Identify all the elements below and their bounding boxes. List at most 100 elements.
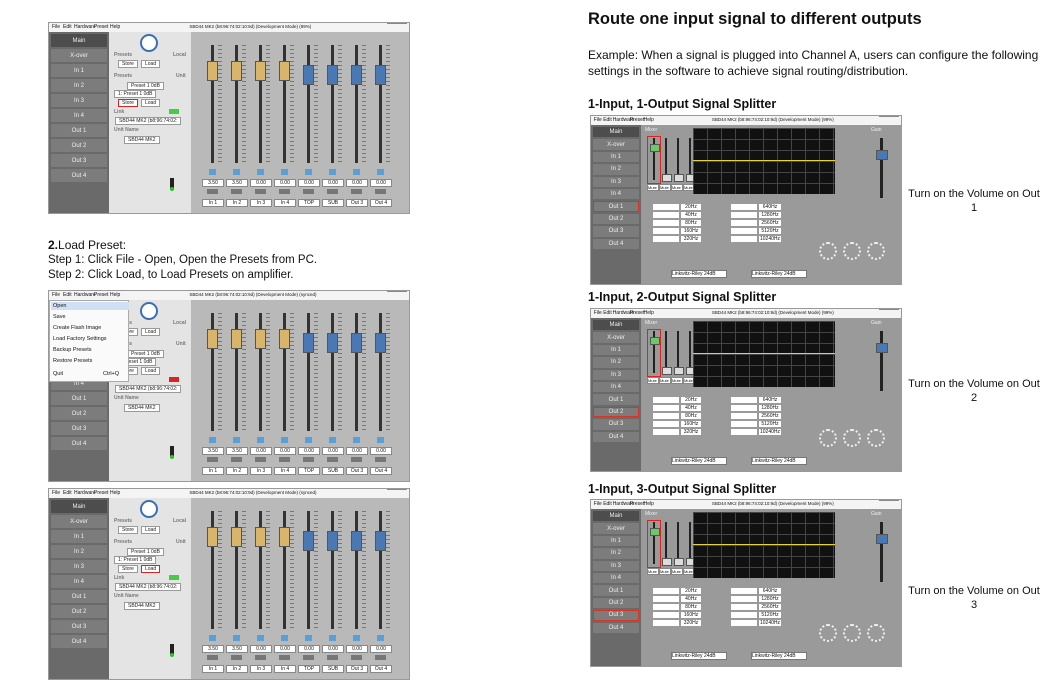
sidebar-label: In 4 <box>73 578 84 585</box>
sidebar-label: In 2 <box>73 82 84 89</box>
channel-label: Out 4 <box>370 467 392 475</box>
sidebar-item <box>51 560 107 573</box>
fader-knob <box>279 527 290 547</box>
eq-type <box>731 588 757 594</box>
eq-freq: 2560Hz <box>759 413 781 419</box>
link-button <box>305 635 312 641</box>
channel-label: TOP <box>298 199 320 207</box>
gain-box: 0.00 <box>250 447 272 455</box>
sidebar-item <box>593 164 639 175</box>
fader-scale <box>290 511 294 629</box>
fader-knob <box>279 61 290 81</box>
preset-button: Load <box>141 565 161 573</box>
sidebar-item <box>51 154 107 167</box>
preset-label: Unit Name <box>114 127 139 133</box>
eq-type <box>653 620 679 626</box>
sidebar-item <box>593 213 639 225</box>
mixer-fader <box>689 331 691 373</box>
sidebar-label: Out 3 <box>608 421 624 428</box>
gain-box: 3.50 <box>202 645 224 653</box>
sidebar-label: Out 2 <box>608 600 624 606</box>
eq-freq: 80Hz <box>681 604 701 610</box>
preset-label: Link <box>114 575 125 581</box>
eq-freq: 2560Hz <box>759 220 781 226</box>
eq-type <box>653 612 679 618</box>
fader-knob <box>255 61 266 81</box>
eq-freq: 80Hz <box>681 413 701 419</box>
preset-label: Unit <box>176 539 186 545</box>
app-screenshot: File Edit Hardware Preset Help SBD44 MK2 (b8:… <box>48 488 410 680</box>
subsection-heading: 1-Input, 1-Output Signal Splitter <box>588 97 777 111</box>
fader-knob <box>255 527 266 547</box>
mute-button <box>231 457 242 462</box>
sidebar-label: Main <box>609 129 623 136</box>
mute-button: Mute <box>647 377 659 384</box>
sidebar-label: In 1 <box>73 533 84 540</box>
mute-button: Mute <box>647 184 659 191</box>
sidebar-item <box>51 422 107 435</box>
link-button <box>329 169 336 175</box>
sidebar-item <box>51 49 107 62</box>
mute-button <box>327 655 338 660</box>
eq-freq: 320Hz <box>681 620 701 626</box>
link-button <box>281 437 288 443</box>
sidebar-label: X-over <box>607 334 625 341</box>
mixer-fader <box>689 522 691 564</box>
sidebar-item <box>593 406 639 418</box>
mute-button <box>303 457 314 462</box>
mute-button <box>255 655 266 660</box>
fader-scale <box>290 313 294 431</box>
preset-label: Presets <box>114 518 133 524</box>
preset-button: Load <box>141 99 161 107</box>
channel-label: In 3 <box>250 665 272 673</box>
link-button <box>281 169 288 175</box>
gain-box: 0.00 <box>298 179 320 187</box>
fader-track <box>283 45 286 163</box>
step-heading: 2.Load Preset: <box>48 238 126 252</box>
channel-label: In 1 <box>202 467 224 475</box>
mute-button <box>255 189 266 194</box>
mixer-knob <box>650 144 660 152</box>
fader-track <box>331 45 334 163</box>
sidebar-label: In 3 <box>610 178 621 185</box>
gain-box: 0.00 <box>322 645 344 653</box>
mute-button <box>375 189 386 194</box>
gain-box: 3.50 <box>226 645 248 653</box>
channel-label: In 3 <box>250 199 272 207</box>
menu-item: File <box>593 117 602 123</box>
fader-track <box>379 511 382 629</box>
mixer-knob <box>650 337 660 345</box>
level-led <box>170 187 174 191</box>
sidebar-label: Main <box>609 513 623 520</box>
fader-track <box>331 313 334 431</box>
channel-label: SUB <box>322 199 344 207</box>
window-controls <box>879 116 899 125</box>
gain-box: 0.00 <box>322 447 344 455</box>
step-text: Step 1: Click File - Open, Open the Pres… <box>48 254 318 266</box>
mute-button <box>303 655 314 660</box>
menu-item: Hardware <box>74 292 96 298</box>
sidebar-item <box>593 357 639 368</box>
sidebar-label: Out 1 <box>608 587 624 594</box>
fader-track <box>235 313 238 431</box>
sidebar-item <box>593 382 639 393</box>
sidebar-item <box>51 500 107 513</box>
eq-freq: 80Hz <box>681 220 701 226</box>
eq-freq: 40Hz <box>681 212 701 218</box>
channel-label: In 1 <box>202 199 224 207</box>
window-title: SBD44 MK2 (b8:96:74:02:10:9d) (Developme… <box>711 117 834 122</box>
eq-freq: 160Hz <box>681 612 701 618</box>
channel-label: Out 3 <box>346 199 368 207</box>
fader-scale <box>290 45 294 163</box>
sidebar-label: Out 4 <box>608 624 624 631</box>
fader-knob <box>351 531 362 551</box>
fader-knob <box>231 329 242 349</box>
app-screenshot: File Edit Hardware Preset Help SBD44 MK2 (b8:… <box>590 308 902 472</box>
preset-label: Local <box>173 52 187 58</box>
fader-knob <box>375 531 386 551</box>
sidebar-item <box>593 238 639 249</box>
channel-label: Out 3 <box>346 467 368 475</box>
link-indicator <box>169 109 179 114</box>
fader-knob <box>231 61 242 81</box>
preset-button: Load <box>141 367 161 375</box>
